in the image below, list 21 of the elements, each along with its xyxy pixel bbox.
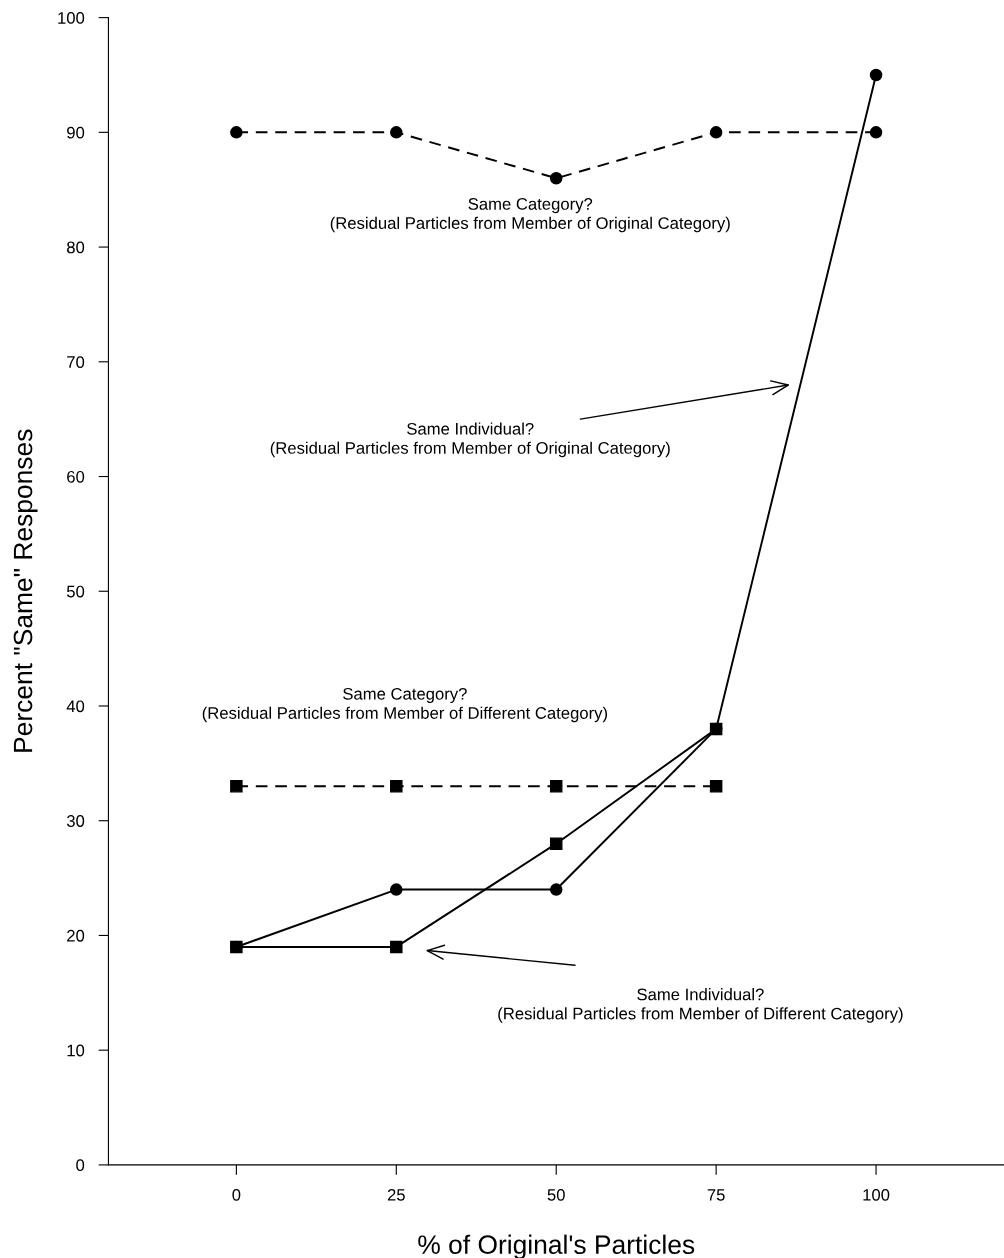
x-tick-label: 50	[547, 1188, 565, 1201]
y-tick-label: 10	[67, 1044, 85, 1057]
x-tick-label: 100	[863, 1188, 890, 1201]
y-tick-label: 20	[67, 929, 85, 942]
x-tick-label: 25	[387, 1188, 405, 1201]
annotation: Same Category? (Residual Particles from Member of Different Category)	[202, 687, 608, 723]
y-tick-label: 0	[76, 1159, 85, 1172]
y-tick-label: 60	[67, 470, 85, 483]
y-tick-label: 100	[58, 12, 85, 24]
y-tick-label: 40	[66, 700, 85, 713]
annotation: Same Individual? (Residual Particles from Member of Different Category)	[498, 988, 903, 1023]
x-tick-label: 0	[232, 1188, 241, 1201]
annotation: Same Category? (Residual Particles from Member of Original Category)	[330, 198, 730, 233]
x-tick-label: 75	[707, 1189, 725, 1201]
y-axis-title: Percent "Same" Responses	[13, 429, 38, 752]
y-tick-label: 70	[67, 356, 85, 368]
annotation: Same Individual? (Residual Particles from Member of Original Category)	[270, 422, 670, 458]
y-tick-label: 30	[66, 815, 85, 827]
y-tick-label: 80	[67, 241, 85, 254]
y-tick-label: 50	[66, 585, 85, 598]
y-tick-label: 90	[67, 126, 85, 139]
